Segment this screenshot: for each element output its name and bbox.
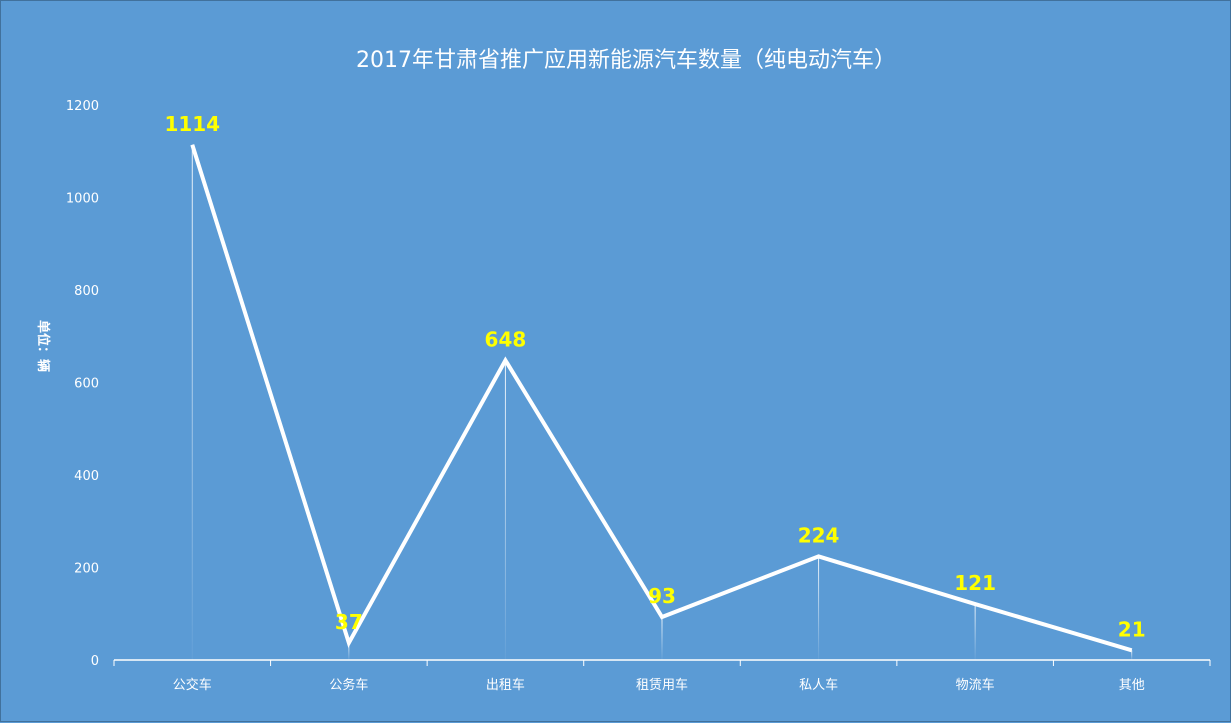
y-tick-label: 600 xyxy=(74,377,99,392)
y-tick-label: 0 xyxy=(91,654,99,669)
data-label: 648 xyxy=(485,327,527,351)
y-tick-label: 400 xyxy=(74,469,99,484)
data-label: 21 xyxy=(1118,617,1146,641)
y-axis-label: 单位：辆 xyxy=(35,320,51,372)
x-tick-label: 公交车 xyxy=(173,677,212,693)
y-tick-label: 1200 xyxy=(66,99,99,114)
x-tick-label: 物流车 xyxy=(956,677,995,693)
data-label: 37 xyxy=(335,610,363,634)
series-line xyxy=(190,144,1133,653)
drop-line xyxy=(818,556,820,660)
chart-title: 2017年甘肃省推广应用新能源汽车数量（纯电动汽车） xyxy=(356,48,896,73)
x-tick-label: 其他 xyxy=(1119,678,1145,693)
y-tick-label: 200 xyxy=(74,562,99,577)
x-tick-label: 租赁用车 xyxy=(636,677,688,693)
drop-line xyxy=(191,144,193,660)
data-label: 1114 xyxy=(164,112,220,136)
x-tick-label: 公务车 xyxy=(329,677,368,693)
data-label: 224 xyxy=(798,523,840,547)
drop-line xyxy=(1131,650,1133,660)
y-tick-label: 1000 xyxy=(66,192,99,207)
drop-line xyxy=(661,616,663,660)
drop-line xyxy=(348,642,350,660)
drop-line xyxy=(504,360,506,660)
x-tick-label: 出租车 xyxy=(486,677,525,693)
drop-line xyxy=(974,604,976,660)
data-label: 121 xyxy=(954,571,996,595)
y-tick-label: 800 xyxy=(74,284,99,299)
x-tick-label: 私人车 xyxy=(799,677,838,693)
data-label: 93 xyxy=(648,584,676,608)
